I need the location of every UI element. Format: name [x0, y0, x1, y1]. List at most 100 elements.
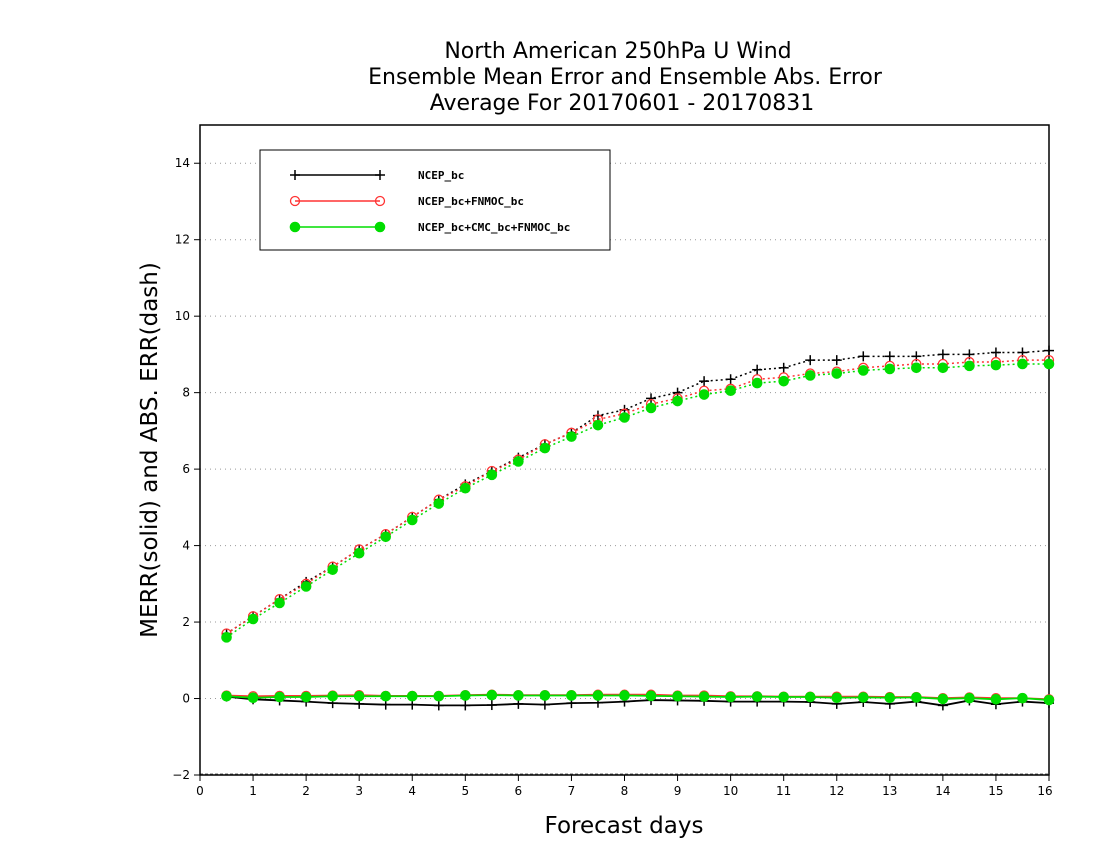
- chart-title-line-3: Average For 20170601 - 20170831: [430, 91, 815, 116]
- x-tick-label: 12: [829, 784, 844, 798]
- legend-marker: [374, 195, 386, 207]
- mean-err-point: [990, 693, 1002, 705]
- series-layer: [221, 345, 1055, 711]
- abs-err-point: [539, 442, 551, 454]
- x-tick-label: 15: [988, 784, 1003, 798]
- abs-err-point: [645, 402, 657, 414]
- abs-err-point: [1043, 358, 1055, 370]
- abs-err-point: [300, 581, 312, 592]
- mean-err-point: [778, 691, 789, 703]
- abs-err-point: [698, 389, 710, 400]
- y-tick-label: −2: [172, 768, 190, 782]
- mean-err-point: [433, 690, 445, 702]
- x-tick-label: 13: [882, 784, 897, 798]
- abs-err-point: [990, 347, 1001, 358]
- mean-err-point: [274, 691, 285, 703]
- abs-err-point: [566, 431, 577, 442]
- mean-err-point: [804, 691, 816, 703]
- y-tick-label: 0: [182, 692, 190, 706]
- abs-err-point: [353, 547, 365, 559]
- y-tick-label: 14: [175, 156, 190, 170]
- legend-entry-ncep-bc: NCEP_bc: [290, 169, 464, 182]
- abs-err-point: [486, 469, 498, 481]
- x-tick-label: 3: [355, 784, 363, 798]
- y-tick-label: 2: [182, 615, 190, 629]
- abs-err-point: [1017, 358, 1028, 370]
- legend-marker: [289, 195, 301, 207]
- abs-err-point: [751, 377, 763, 389]
- abs-err-point: [778, 362, 789, 373]
- x-tick-label: 8: [621, 784, 629, 798]
- abs-err-point: [380, 531, 392, 543]
- x-tick-label: 6: [515, 784, 523, 798]
- series-ncep-bc: [221, 345, 1054, 711]
- mean-err-point: [645, 690, 657, 702]
- legend-label: NCEP_bc: [418, 169, 464, 182]
- x-tick-label: 4: [408, 784, 416, 798]
- abs-err-point: [513, 456, 524, 467]
- abs-err-point: [592, 419, 604, 431]
- x-tick-label: 14: [935, 784, 950, 798]
- abs-err-point: [831, 368, 843, 379]
- mean-err-point: [672, 690, 683, 702]
- mean-err-point: [725, 691, 736, 703]
- x-tick-label: 2: [302, 784, 310, 798]
- y-tick-label: 6: [182, 462, 190, 476]
- mean-err-point: [884, 692, 896, 704]
- mean-err-point: [539, 699, 550, 710]
- series-ncep-bc-fnmoc-bc: [221, 354, 1055, 705]
- legend: NCEP_bc NCEP_bc+FNMOC_bc NCEP_bc+CMC_bc+FN…: [259, 149, 611, 251]
- y-tick-label: 8: [182, 386, 190, 400]
- x-tick-label: 7: [568, 784, 576, 798]
- abs-err-point: [221, 632, 232, 643]
- abs-err-point: [964, 360, 975, 372]
- chart-title-line-2: Ensemble Mean Error and Ensemble Abs. Er…: [368, 65, 883, 90]
- mean-err-point: [327, 690, 338, 702]
- mean-err-point: [539, 690, 551, 701]
- abs-err-point: [672, 395, 683, 407]
- mean-err-point: [698, 691, 710, 702]
- abs-err-line-ncep-bc-cmc-bc-fnmoc-bc: [226, 363, 1049, 638]
- x-tick-label: 10: [723, 784, 738, 798]
- mean-err-point: [406, 690, 418, 702]
- x-tick-label: 16: [1037, 784, 1052, 798]
- mean-err-point: [486, 689, 498, 701]
- chart-title-line-1: North American 250hPa U Wind: [444, 39, 791, 64]
- abs-err-point: [274, 597, 285, 609]
- x-axis-label: Forecast days: [545, 813, 704, 839]
- x-tick-label: 5: [461, 784, 469, 798]
- abs-err-point: [699, 376, 710, 387]
- mean-err-point: [433, 700, 444, 711]
- abs-err-point: [406, 514, 418, 526]
- abs-err-point: [619, 412, 630, 423]
- x-tick-label: 11: [776, 784, 791, 798]
- legend-marker: [375, 170, 385, 180]
- mean-err-point: [1017, 692, 1028, 704]
- legend-entry-ncep-bc-cmc-bc-fnmoc-bc: NCEP_bc+CMC_bc+FNMOC_bc: [289, 221, 570, 234]
- abs-err-point: [884, 351, 895, 362]
- mean-err-point: [300, 691, 312, 703]
- abs-err-point: [804, 370, 816, 381]
- mean-err-point: [513, 690, 524, 701]
- mean-err-point: [486, 700, 497, 711]
- abs-err-point: [247, 613, 259, 625]
- x-tick-label: 0: [196, 784, 204, 798]
- abs-err-point: [831, 355, 842, 366]
- abs-err-point: [725, 374, 736, 385]
- x-tick-label: 9: [674, 784, 682, 798]
- x-tick-label: 1: [249, 784, 257, 798]
- legend-marker: [289, 221, 301, 233]
- mean-err-point: [964, 692, 975, 704]
- mean-err-point: [1043, 694, 1055, 706]
- abs-err-point: [911, 362, 922, 374]
- mean-err-point: [247, 692, 259, 704]
- abs-err-point: [460, 482, 471, 494]
- y-tick-label: 10: [175, 309, 190, 323]
- mean-err-point: [937, 693, 949, 705]
- mean-err-point: [380, 690, 392, 702]
- mean-err-point: [857, 692, 869, 703]
- legend-marker: [374, 221, 386, 233]
- abs-err-point: [592, 410, 603, 421]
